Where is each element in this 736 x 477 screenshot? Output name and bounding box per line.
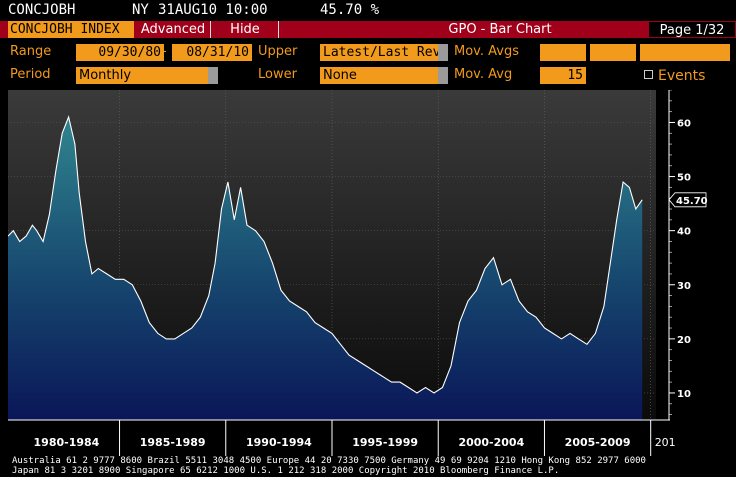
mov-avg-label: Mov. Avg [454, 67, 513, 82]
mov-avgs-label: Mov. Avgs [454, 44, 519, 59]
upper-select[interactable]: Latest/Last Revi [320, 44, 448, 61]
y-tick-label-20: 20 [677, 335, 691, 346]
range-label: Range [10, 44, 52, 59]
y-axis: 10 20 30 40 50 60 [668, 90, 691, 420]
upper-label: Upper [258, 44, 298, 59]
lower-label: Lower [258, 67, 297, 82]
events-checkbox[interactable] [644, 70, 653, 79]
title-bar: CONCJOBH NY 31AUG10 10:00 45.70 % [0, 0, 736, 20]
lower-select[interactable]: None [320, 67, 448, 84]
events-label: Events [658, 68, 706, 84]
security-field[interactable]: CONCJOBH INDEX [8, 21, 134, 38]
hide-button[interactable]: Hide [212, 21, 279, 38]
footer-contacts-line1: Australia 61 2 9777 8600 Brazil 5511 304… [12, 456, 646, 466]
footer: Australia 61 2 9777 8600 Brazil 5511 304… [0, 456, 736, 477]
datetime-label: 31AUG10 10:00 [158, 2, 268, 18]
series-line [8, 115, 643, 394]
x-period-label: 1980-1984 [34, 436, 100, 449]
footer-contacts-line2: Japan 81 3 3201 8900 Singapore 65 6212 1… [12, 465, 560, 476]
function-title: GPO - Bar Chart [448, 22, 552, 37]
x-period-label: 1985-1989 [140, 436, 206, 449]
period-label: Period [10, 67, 51, 82]
series-area [8, 117, 643, 420]
page-indicator[interactable]: Page 1/32 [648, 21, 736, 38]
area-chart[interactable]: 10 20 30 40 50 60 1980-1984 1985-1989 1990-1994… [8, 90, 728, 456]
x-axis: 1980-1984 1985-1989 1990-1994 1995-1999 2000… [8, 419, 676, 456]
x-period-label: 2000-2004 [458, 436, 524, 449]
y-tick-label-40: 40 [677, 227, 691, 238]
period-select[interactable]: Monthly [76, 67, 218, 84]
range-end-input[interactable]: 08/31/10 [172, 44, 252, 61]
mov-avg-input[interactable]: 15 [540, 67, 586, 84]
y-tick-label-10: 10 [677, 389, 691, 400]
x-period-label: 1995-1999 [352, 436, 418, 449]
last-value-text: 45.70 [676, 196, 708, 207]
mov-avg-field-2[interactable] [590, 44, 636, 61]
last-value-label: 45.70 % [320, 2, 380, 18]
advanced-button[interactable]: Advanced [136, 21, 211, 38]
range-start-input[interactable]: 09/30/80 [76, 44, 164, 61]
x-period-label: 201 [655, 436, 676, 449]
last-value-marker: 45.70 [668, 192, 708, 208]
y-tick-label-50: 50 [677, 173, 691, 184]
mov-avg-field-3[interactable] [640, 44, 730, 61]
x-period-label: 1990-1994 [246, 436, 312, 449]
y-tick-label-30: 30 [677, 281, 691, 292]
function-bar: CONCJOBH INDEX Advanced Hide GPO - Bar C… [0, 21, 736, 38]
x-period-label: 2005-2009 [565, 436, 631, 449]
y-tick-label-60: 60 [677, 118, 691, 129]
range-separator: - [162, 44, 167, 59]
mov-avg-field-1[interactable] [540, 44, 586, 61]
location-label: NY [132, 2, 149, 18]
ticker-title: CONCJOBH [8, 2, 76, 18]
last-value-flag [668, 192, 707, 208]
